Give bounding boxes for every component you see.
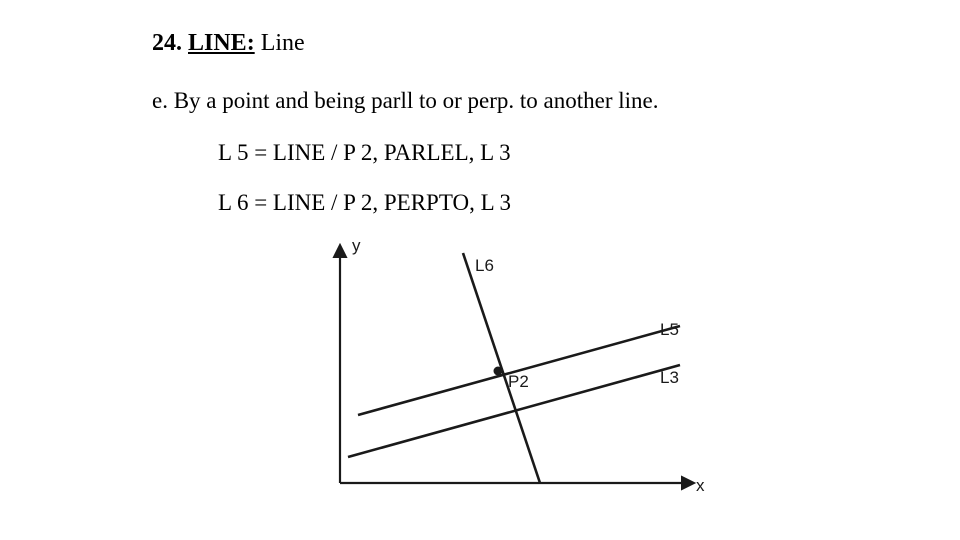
label-L5: L5	[660, 320, 679, 339]
label-P2: P2	[508, 372, 529, 391]
section-heading: 24. LINE: Line	[152, 30, 305, 57]
geometry-diagram: y x L6 L5 L3 P2	[280, 235, 710, 515]
label-L3: L3	[660, 368, 679, 387]
point-P2	[494, 367, 503, 376]
command-line-1: L 5 = LINE / P 2, PARLEL, L 3	[218, 140, 511, 166]
heading-title: LINE:	[188, 30, 255, 56]
subtitle-text: e. By a point and being parll to or perp…	[152, 88, 659, 114]
label-L6: L6	[475, 256, 494, 275]
diagram-svg: y x L6 L5 L3 P2	[280, 235, 710, 515]
label-y: y	[352, 236, 361, 255]
heading-number: 24.	[152, 30, 182, 56]
line-L5	[358, 326, 680, 415]
label-x: x	[696, 476, 705, 495]
page: 24. LINE: Line e. By a point and being p…	[0, 0, 960, 540]
command-line-2: L 6 = LINE / P 2, PERPTO, L 3	[218, 190, 511, 216]
heading-after: Line	[261, 30, 305, 56]
